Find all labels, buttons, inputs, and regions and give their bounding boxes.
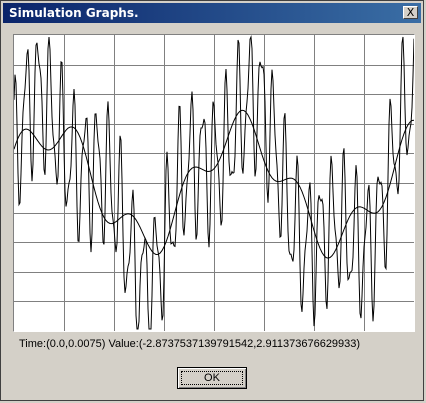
- close-icon: X: [406, 6, 415, 19]
- series-line-slow: [14, 109, 414, 259]
- close-button[interactable]: X: [403, 6, 418, 19]
- ok-button[interactable]: OK: [177, 367, 247, 389]
- graph-area[interactable]: [13, 34, 415, 332]
- graph-canvas: [14, 35, 414, 331]
- window-title: Simulation Graphs.: [9, 6, 139, 20]
- title-bar[interactable]: Simulation Graphs. X: [3, 3, 421, 23]
- ok-button-label: OK: [204, 372, 220, 384]
- focus-rect: [181, 371, 243, 385]
- time-value-readout: Time:(0.0,0.0075) Value:(-2.873753713979…: [19, 338, 361, 350]
- grid: [14, 35, 414, 331]
- series-line-fast: [14, 35, 414, 330]
